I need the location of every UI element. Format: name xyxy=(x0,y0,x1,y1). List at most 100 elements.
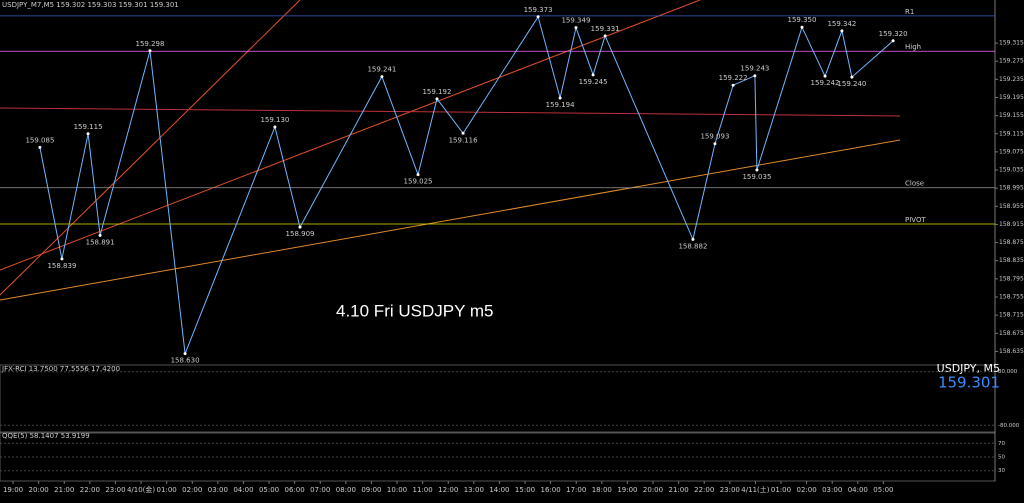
x-tick-label: 02:00 xyxy=(182,486,202,494)
value-label: 158.891 xyxy=(86,238,115,246)
x-tick-label: 15:00 xyxy=(515,486,535,494)
x-tick-label: 05:00 xyxy=(873,486,893,494)
x-tick-label: 21:00 xyxy=(669,486,689,494)
swing-point xyxy=(558,96,562,100)
annotation: 4.10 Fri USDJPY m5 xyxy=(336,301,493,320)
swing-point xyxy=(461,131,465,135)
x-tick-label: 20:00 xyxy=(643,486,663,494)
swing-point xyxy=(574,26,578,30)
value-label: 159.298 xyxy=(136,40,165,48)
value-label: 159.240 xyxy=(837,80,866,88)
swing-point xyxy=(98,233,102,237)
x-tick-label: 22:00 xyxy=(80,486,100,494)
y-tick-label: 159.035 xyxy=(999,167,1024,174)
current-price: 159.301 xyxy=(938,374,1000,392)
x-tick-label: 06:00 xyxy=(285,486,305,494)
x-tick-label: 23:00 xyxy=(105,486,125,494)
value-label: 159.222 xyxy=(719,74,748,82)
y-tick-label: 159.315 xyxy=(999,40,1024,47)
x-tick-label: 13:00 xyxy=(464,486,484,494)
swing-point xyxy=(148,49,152,53)
swing-point xyxy=(840,29,844,33)
x-tick-label: 23:00 xyxy=(720,486,740,494)
swing-point xyxy=(753,74,757,78)
value-label: 159.342 xyxy=(827,20,856,28)
rci-title: JFX-RCI 13.7500 77.5556 17.4200 xyxy=(1,365,120,373)
y-tick-label: 158.675 xyxy=(999,330,1024,337)
x-tick-label: 18:00 xyxy=(592,486,612,494)
y-tick-label: 159.155 xyxy=(999,112,1024,119)
swing-point xyxy=(731,83,735,87)
value-label: 159.093 xyxy=(700,133,729,141)
value-label: 159.035 xyxy=(742,173,771,181)
y-tick-label: 159.235 xyxy=(999,76,1024,83)
value-label: 158.882 xyxy=(678,242,707,250)
swing-point xyxy=(183,352,187,356)
value-label: 159.115 xyxy=(74,123,103,131)
trend-line xyxy=(0,0,301,296)
swing-point xyxy=(86,132,90,136)
level-label: High xyxy=(905,43,921,51)
swing-point xyxy=(38,145,42,149)
swing-point xyxy=(891,39,895,43)
y-tick-label: 158.795 xyxy=(999,275,1024,282)
value-label: 159.243 xyxy=(740,65,769,73)
level-label: R1 xyxy=(905,8,914,16)
x-tick-label: 01:00 xyxy=(771,486,791,494)
indicator-tick-label: 30 xyxy=(998,468,1005,474)
value-label: 159.025 xyxy=(404,178,433,186)
chart-title: USDJPY_M7,M5 159.302 159.303 159.301 159… xyxy=(2,1,179,9)
value-label: 159.320 xyxy=(879,30,908,38)
x-tick-label: 11:00 xyxy=(413,486,433,494)
value-label: 159.331 xyxy=(591,25,620,33)
y-tick-label: 159.275 xyxy=(999,58,1024,65)
x-tick-label: 02:00 xyxy=(797,486,817,494)
qqe-title: QQE(5) 58.1407 53.9199 xyxy=(2,432,90,440)
swing-point xyxy=(850,75,854,79)
level-label: PIVOT xyxy=(905,216,926,224)
indicator-tick-label: 70 xyxy=(998,441,1005,447)
value-label: 159.085 xyxy=(25,136,54,144)
indicator-tick-label: 50 xyxy=(998,455,1005,461)
x-tick-label: 12:00 xyxy=(438,486,458,494)
x-tick-label: 20:00 xyxy=(29,486,49,494)
y-tick-label: 158.835 xyxy=(999,257,1024,264)
x-tick-label: 09:00 xyxy=(361,486,381,494)
value-label: 159.349 xyxy=(561,17,590,25)
swing-point xyxy=(536,15,540,19)
x-tick-label: 4/10(金) xyxy=(127,485,155,494)
value-label: 158.630 xyxy=(171,357,200,365)
swing-point xyxy=(823,74,827,78)
value-label: 158.909 xyxy=(286,230,315,238)
value-label: 158.839 xyxy=(47,262,76,270)
swing-point xyxy=(416,173,420,177)
swing-point xyxy=(800,25,804,29)
y-tick-label: 159.075 xyxy=(999,148,1024,155)
x-tick-label: 04:00 xyxy=(233,486,253,494)
swing-point xyxy=(755,168,759,172)
y-tick-label: 158.755 xyxy=(999,293,1024,300)
x-tick-label: 17:00 xyxy=(566,486,586,494)
y-tick-label: 158.955 xyxy=(999,203,1024,210)
x-tick-label: 05:00 xyxy=(259,486,279,494)
x-tick-label: 16:00 xyxy=(541,486,561,494)
value-label: 159.245 xyxy=(579,78,608,86)
y-tick-label: 158.715 xyxy=(999,312,1024,319)
y-tick-label: 159.115 xyxy=(999,130,1024,137)
value-label: 159.192 xyxy=(422,88,451,96)
indicator-tick-label: 80.000 xyxy=(998,369,1018,375)
y-tick-label: 158.995 xyxy=(999,185,1024,192)
swing-point xyxy=(435,97,439,101)
level-label: Close xyxy=(905,180,924,188)
x-tick-label: 04:00 xyxy=(848,486,868,494)
value-label: 159.350 xyxy=(788,16,817,24)
swing-point xyxy=(691,237,695,241)
x-tick-label: 07:00 xyxy=(310,486,330,494)
value-label: 159.241 xyxy=(367,66,396,74)
value-label: 159.116 xyxy=(449,136,478,144)
x-tick-label: 19:00 xyxy=(3,486,23,494)
x-tick-label: 01:00 xyxy=(157,486,177,494)
swing-point xyxy=(380,75,384,79)
